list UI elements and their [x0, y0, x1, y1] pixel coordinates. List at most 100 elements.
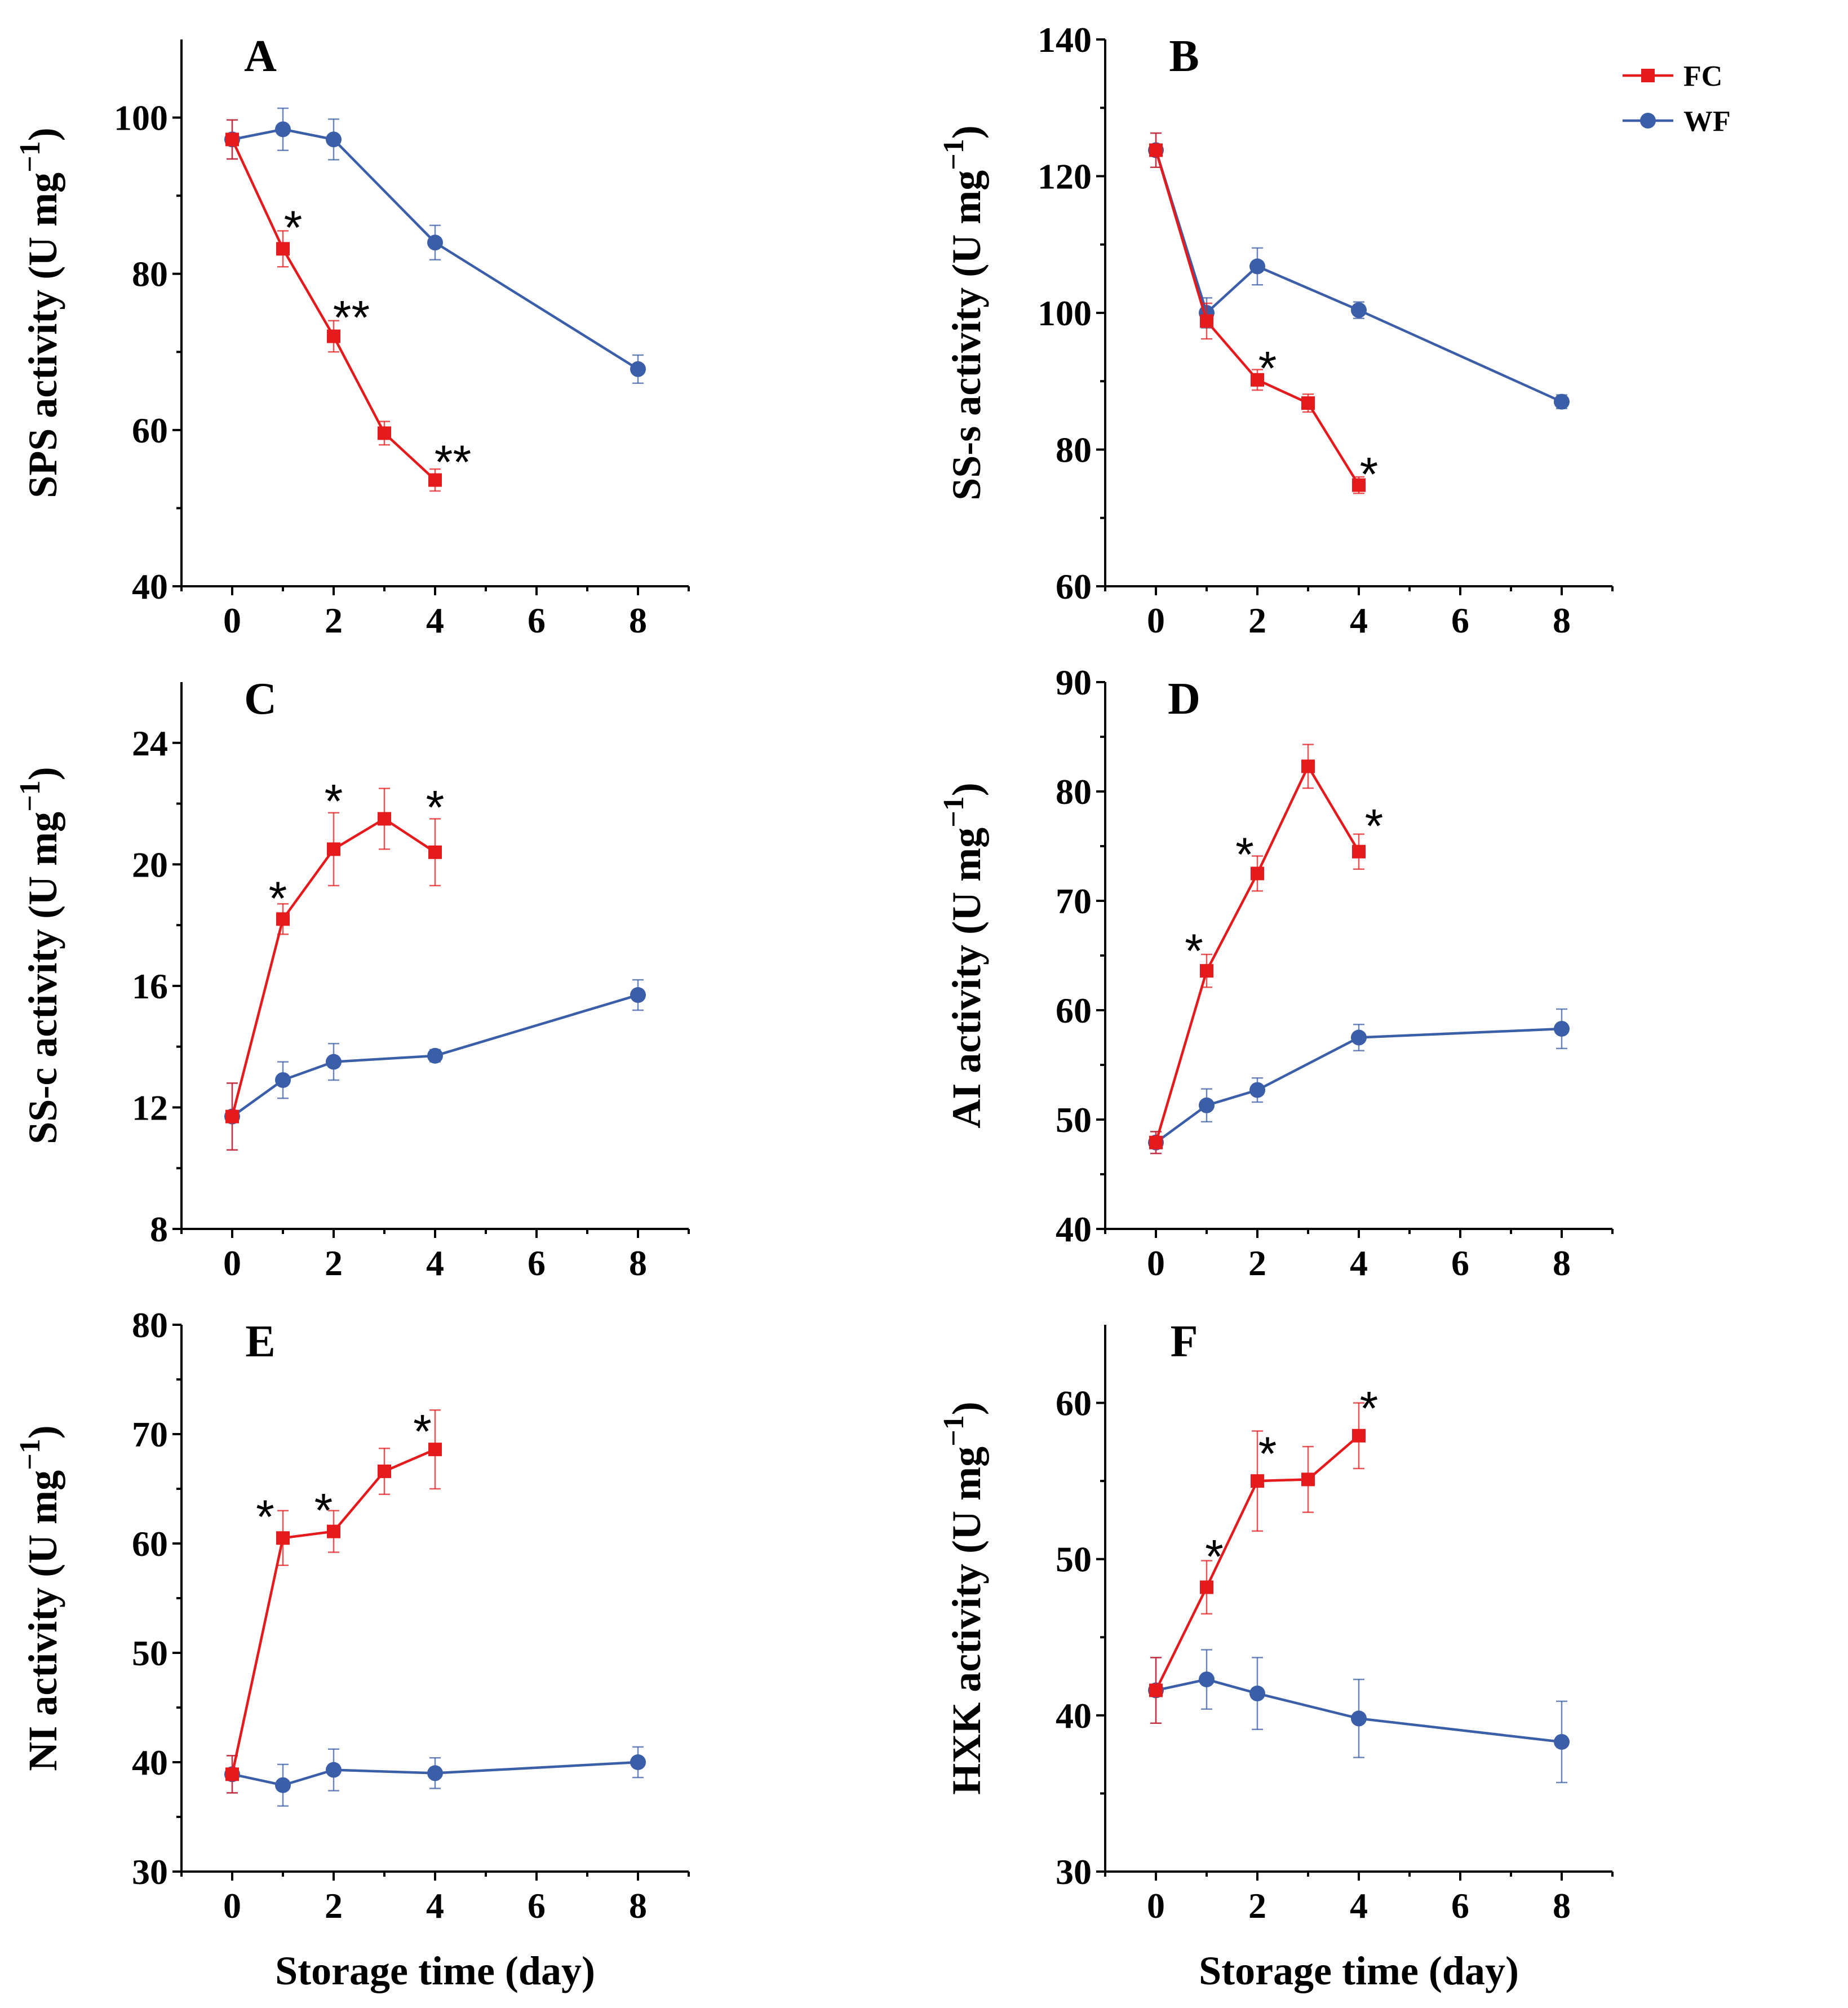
- significance-marker: *: [325, 775, 343, 828]
- legend-marker-wf: [1640, 113, 1656, 129]
- panel-b: 60 80 100 120 140 0 2 4 6 8 B SS-s activity (U mg−1…: [938, 20, 1731, 640]
- panel-letter: F: [1171, 1317, 1198, 1366]
- series-fc: [1149, 744, 1366, 1155]
- y-tick-label: 100: [1038, 293, 1092, 333]
- legend-label-fc: FC: [1683, 60, 1722, 92]
- series-line-wf: [1154, 149, 1562, 403]
- data-point-wf: [427, 1765, 443, 1781]
- y-tick-label: 60: [132, 410, 168, 450]
- data-point-fc: [276, 242, 290, 256]
- y-tick-label: 40: [132, 1742, 168, 1783]
- y-tick-label: 40: [1056, 1209, 1092, 1249]
- data-point-fc: [1149, 1683, 1163, 1697]
- data-point-fc: [1200, 314, 1213, 328]
- y-tick-label: 20: [132, 844, 168, 884]
- y-axis-title: SPS activity (U mg−1): [14, 127, 65, 498]
- series-line-fc: [1154, 149, 1360, 486]
- x-tick-label: 2: [1248, 1886, 1266, 1926]
- y-tick-label: 80: [132, 254, 168, 294]
- series-fc: [1149, 1402, 1366, 1724]
- x-tick-label: 4: [426, 1886, 444, 1926]
- data-point-wf: [1249, 1686, 1265, 1702]
- significance-marker: *: [1205, 1530, 1224, 1583]
- data-point-fc: [1301, 1472, 1315, 1487]
- x-tick-label: 0: [1147, 1243, 1165, 1283]
- x-tick-label: 2: [325, 1243, 343, 1283]
- significance-marker: *: [284, 201, 303, 254]
- y-tick-label: 60: [1056, 1383, 1092, 1423]
- data-point-wf: [275, 1777, 291, 1793]
- y-tick-label: 100: [114, 98, 168, 138]
- significance-marker: *: [314, 1484, 333, 1537]
- x-tick-label: 4: [426, 600, 444, 640]
- series-fc: [1149, 132, 1366, 494]
- significance-marker: *: [269, 872, 287, 925]
- y-tick-label: 70: [1056, 881, 1092, 921]
- x-tick-label: 8: [1553, 1243, 1571, 1283]
- y-tick-label: 120: [1038, 157, 1092, 197]
- significance-marker: *: [1365, 799, 1384, 852]
- x-tick-label: 6: [1451, 1243, 1469, 1283]
- y-tick-label: 70: [132, 1414, 168, 1454]
- data-point-wf: [326, 1762, 342, 1778]
- x-tick-label: 2: [1248, 600, 1266, 640]
- significance-marker: **: [333, 291, 370, 344]
- significance-marker: *: [256, 1490, 274, 1543]
- data-point-fc: [428, 473, 442, 487]
- y-tick-label: 60: [1056, 990, 1092, 1030]
- legend-marker-fc: [1641, 69, 1655, 82]
- panel-letter: C: [244, 674, 277, 724]
- significance-marker: *: [1235, 828, 1254, 881]
- data-point-wf: [1351, 302, 1367, 319]
- x-tick-label: 0: [1147, 1886, 1165, 1926]
- x-tick-label: 4: [1350, 1243, 1368, 1283]
- y-axis-title: NI activity (U mg−1): [14, 1425, 65, 1771]
- data-point-fc: [276, 912, 290, 926]
- data-point-fc: [428, 845, 442, 859]
- x-tick-label: 4: [1350, 1886, 1368, 1926]
- y-tick-label: 140: [1038, 20, 1092, 60]
- x-tick-label: 0: [223, 1886, 241, 1926]
- data-point-fc: [1149, 143, 1163, 157]
- data-point-fc: [1200, 1580, 1213, 1594]
- x-tick-label: 2: [1248, 1243, 1266, 1283]
- x-tick-label: 8: [1553, 600, 1571, 640]
- y-tick-label: 12: [132, 1087, 168, 1127]
- x-tick-label: 6: [528, 1886, 546, 1926]
- significance-marker: *: [1360, 1382, 1379, 1435]
- data-point-fc: [378, 1464, 391, 1478]
- series-wf: [224, 1746, 646, 1807]
- data-point-fc: [327, 842, 340, 856]
- data-point-wf: [630, 361, 646, 377]
- significance-marker: *: [1258, 1427, 1277, 1480]
- x-tick-label: 0: [223, 1243, 241, 1283]
- y-tick-label: 80: [1056, 430, 1092, 470]
- y-tick-label: 80: [132, 1305, 168, 1345]
- series-fc: [225, 1409, 442, 1794]
- y-axis-title: SS-c activity (U mg−1): [14, 767, 65, 1144]
- significance-marker: *: [1360, 448, 1379, 501]
- data-point-wf: [275, 121, 291, 138]
- legend: FC WF: [1623, 60, 1731, 138]
- data-point-wf: [630, 987, 646, 1003]
- panel-letter: B: [1169, 32, 1199, 81]
- series-fc: [225, 788, 442, 1151]
- data-point-wf: [427, 235, 443, 251]
- data-point-wf: [1554, 393, 1570, 410]
- y-tick-label: 80: [1056, 772, 1092, 812]
- y-tick-label: 60: [1056, 567, 1092, 607]
- y-axis-title: HXK activity (U mg−1): [938, 1401, 989, 1795]
- data-point-fc: [225, 1767, 239, 1781]
- x-tick-label: 4: [1350, 600, 1368, 640]
- y-tick-label: 90: [1056, 662, 1092, 702]
- data-point-wf: [1351, 1029, 1367, 1046]
- y-tick-label: 8: [150, 1209, 168, 1249]
- series-wf: [224, 979, 646, 1151]
- data-point-fc: [225, 132, 239, 147]
- data-point-fc: [378, 426, 391, 440]
- y-tick-label: 60: [132, 1524, 168, 1564]
- data-point-fc: [378, 812, 391, 826]
- data-point-fc: [1251, 1474, 1264, 1488]
- data-point-wf: [1199, 1097, 1215, 1113]
